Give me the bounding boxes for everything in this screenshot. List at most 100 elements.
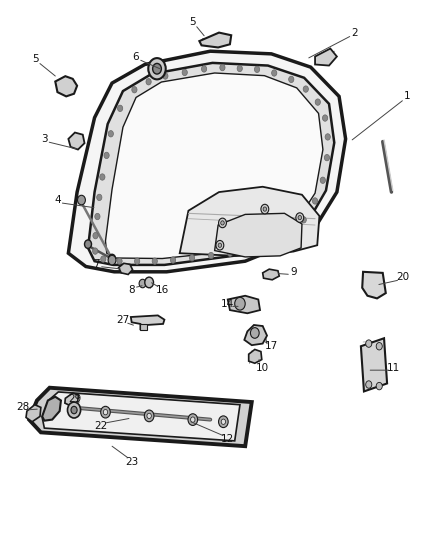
Circle shape xyxy=(237,65,242,71)
Polygon shape xyxy=(55,76,77,96)
Text: 2: 2 xyxy=(351,28,358,38)
Circle shape xyxy=(170,257,176,263)
Circle shape xyxy=(219,218,226,228)
Polygon shape xyxy=(244,325,267,345)
Text: 11: 11 xyxy=(387,362,400,373)
Circle shape xyxy=(108,131,113,137)
Text: 10: 10 xyxy=(256,362,269,373)
Circle shape xyxy=(101,256,106,262)
Polygon shape xyxy=(361,338,387,391)
Circle shape xyxy=(134,258,140,264)
Circle shape xyxy=(322,115,328,121)
Text: 29: 29 xyxy=(68,394,81,405)
Circle shape xyxy=(312,198,318,204)
Circle shape xyxy=(366,340,372,348)
Circle shape xyxy=(227,250,233,256)
Text: 4: 4 xyxy=(54,195,61,205)
Circle shape xyxy=(244,246,250,253)
FancyBboxPatch shape xyxy=(140,324,148,330)
Circle shape xyxy=(315,99,321,106)
Circle shape xyxy=(261,204,269,214)
Circle shape xyxy=(289,76,294,83)
Polygon shape xyxy=(131,316,164,329)
Circle shape xyxy=(93,232,98,239)
Circle shape xyxy=(163,73,168,79)
Polygon shape xyxy=(29,387,252,446)
Polygon shape xyxy=(42,397,61,421)
Circle shape xyxy=(219,416,228,427)
Circle shape xyxy=(201,66,207,72)
Circle shape xyxy=(254,66,260,72)
Text: 3: 3 xyxy=(41,134,48,144)
Circle shape xyxy=(324,155,329,161)
Circle shape xyxy=(145,277,153,288)
Circle shape xyxy=(85,240,92,248)
Polygon shape xyxy=(315,49,337,66)
Text: 7: 7 xyxy=(93,259,100,269)
Circle shape xyxy=(108,255,116,265)
Text: 5: 5 xyxy=(190,17,196,27)
Polygon shape xyxy=(88,63,334,265)
Circle shape xyxy=(146,78,151,85)
Circle shape xyxy=(147,413,151,418)
Circle shape xyxy=(100,174,105,180)
Text: 20: 20 xyxy=(396,272,409,282)
Polygon shape xyxy=(106,73,323,259)
Circle shape xyxy=(152,258,157,264)
Circle shape xyxy=(221,221,224,225)
Polygon shape xyxy=(26,405,41,422)
Circle shape xyxy=(139,279,146,288)
Circle shape xyxy=(301,216,306,223)
Circle shape xyxy=(189,255,194,261)
Polygon shape xyxy=(228,296,260,313)
Circle shape xyxy=(188,414,198,425)
Polygon shape xyxy=(199,33,231,47)
Circle shape xyxy=(296,213,304,222)
Circle shape xyxy=(95,213,100,220)
Circle shape xyxy=(221,419,226,424)
Circle shape xyxy=(92,248,98,254)
Circle shape xyxy=(220,64,225,71)
Text: 9: 9 xyxy=(290,267,297,277)
Circle shape xyxy=(191,417,195,422)
Circle shape xyxy=(251,328,259,338)
Text: 17: 17 xyxy=(265,341,278,351)
Circle shape xyxy=(103,409,108,415)
Text: 8: 8 xyxy=(128,286,135,295)
Text: 27: 27 xyxy=(117,314,130,325)
Circle shape xyxy=(208,252,214,259)
Polygon shape xyxy=(119,263,133,274)
Text: 23: 23 xyxy=(125,457,138,466)
Circle shape xyxy=(109,254,116,263)
Circle shape xyxy=(148,58,166,79)
Text: 1: 1 xyxy=(403,91,410,101)
Circle shape xyxy=(303,86,308,92)
Circle shape xyxy=(117,258,122,264)
Text: 14: 14 xyxy=(221,298,234,309)
Text: 28: 28 xyxy=(16,402,29,413)
Circle shape xyxy=(235,297,245,310)
Circle shape xyxy=(298,215,301,220)
Polygon shape xyxy=(215,213,302,257)
Polygon shape xyxy=(68,133,85,150)
Circle shape xyxy=(78,195,85,205)
Polygon shape xyxy=(362,272,386,298)
Text: 16: 16 xyxy=(155,286,169,295)
Circle shape xyxy=(259,240,264,247)
Circle shape xyxy=(145,410,154,422)
Circle shape xyxy=(104,152,109,159)
Circle shape xyxy=(288,229,293,236)
Polygon shape xyxy=(249,350,262,364)
Circle shape xyxy=(97,194,102,200)
Circle shape xyxy=(101,406,110,418)
Circle shape xyxy=(182,69,187,76)
Circle shape xyxy=(132,86,137,93)
Circle shape xyxy=(216,240,224,250)
Circle shape xyxy=(320,177,325,183)
Text: 6: 6 xyxy=(133,52,139,61)
Polygon shape xyxy=(263,269,279,280)
Polygon shape xyxy=(65,393,78,406)
Circle shape xyxy=(272,70,277,76)
Circle shape xyxy=(273,235,279,241)
Circle shape xyxy=(263,207,267,211)
